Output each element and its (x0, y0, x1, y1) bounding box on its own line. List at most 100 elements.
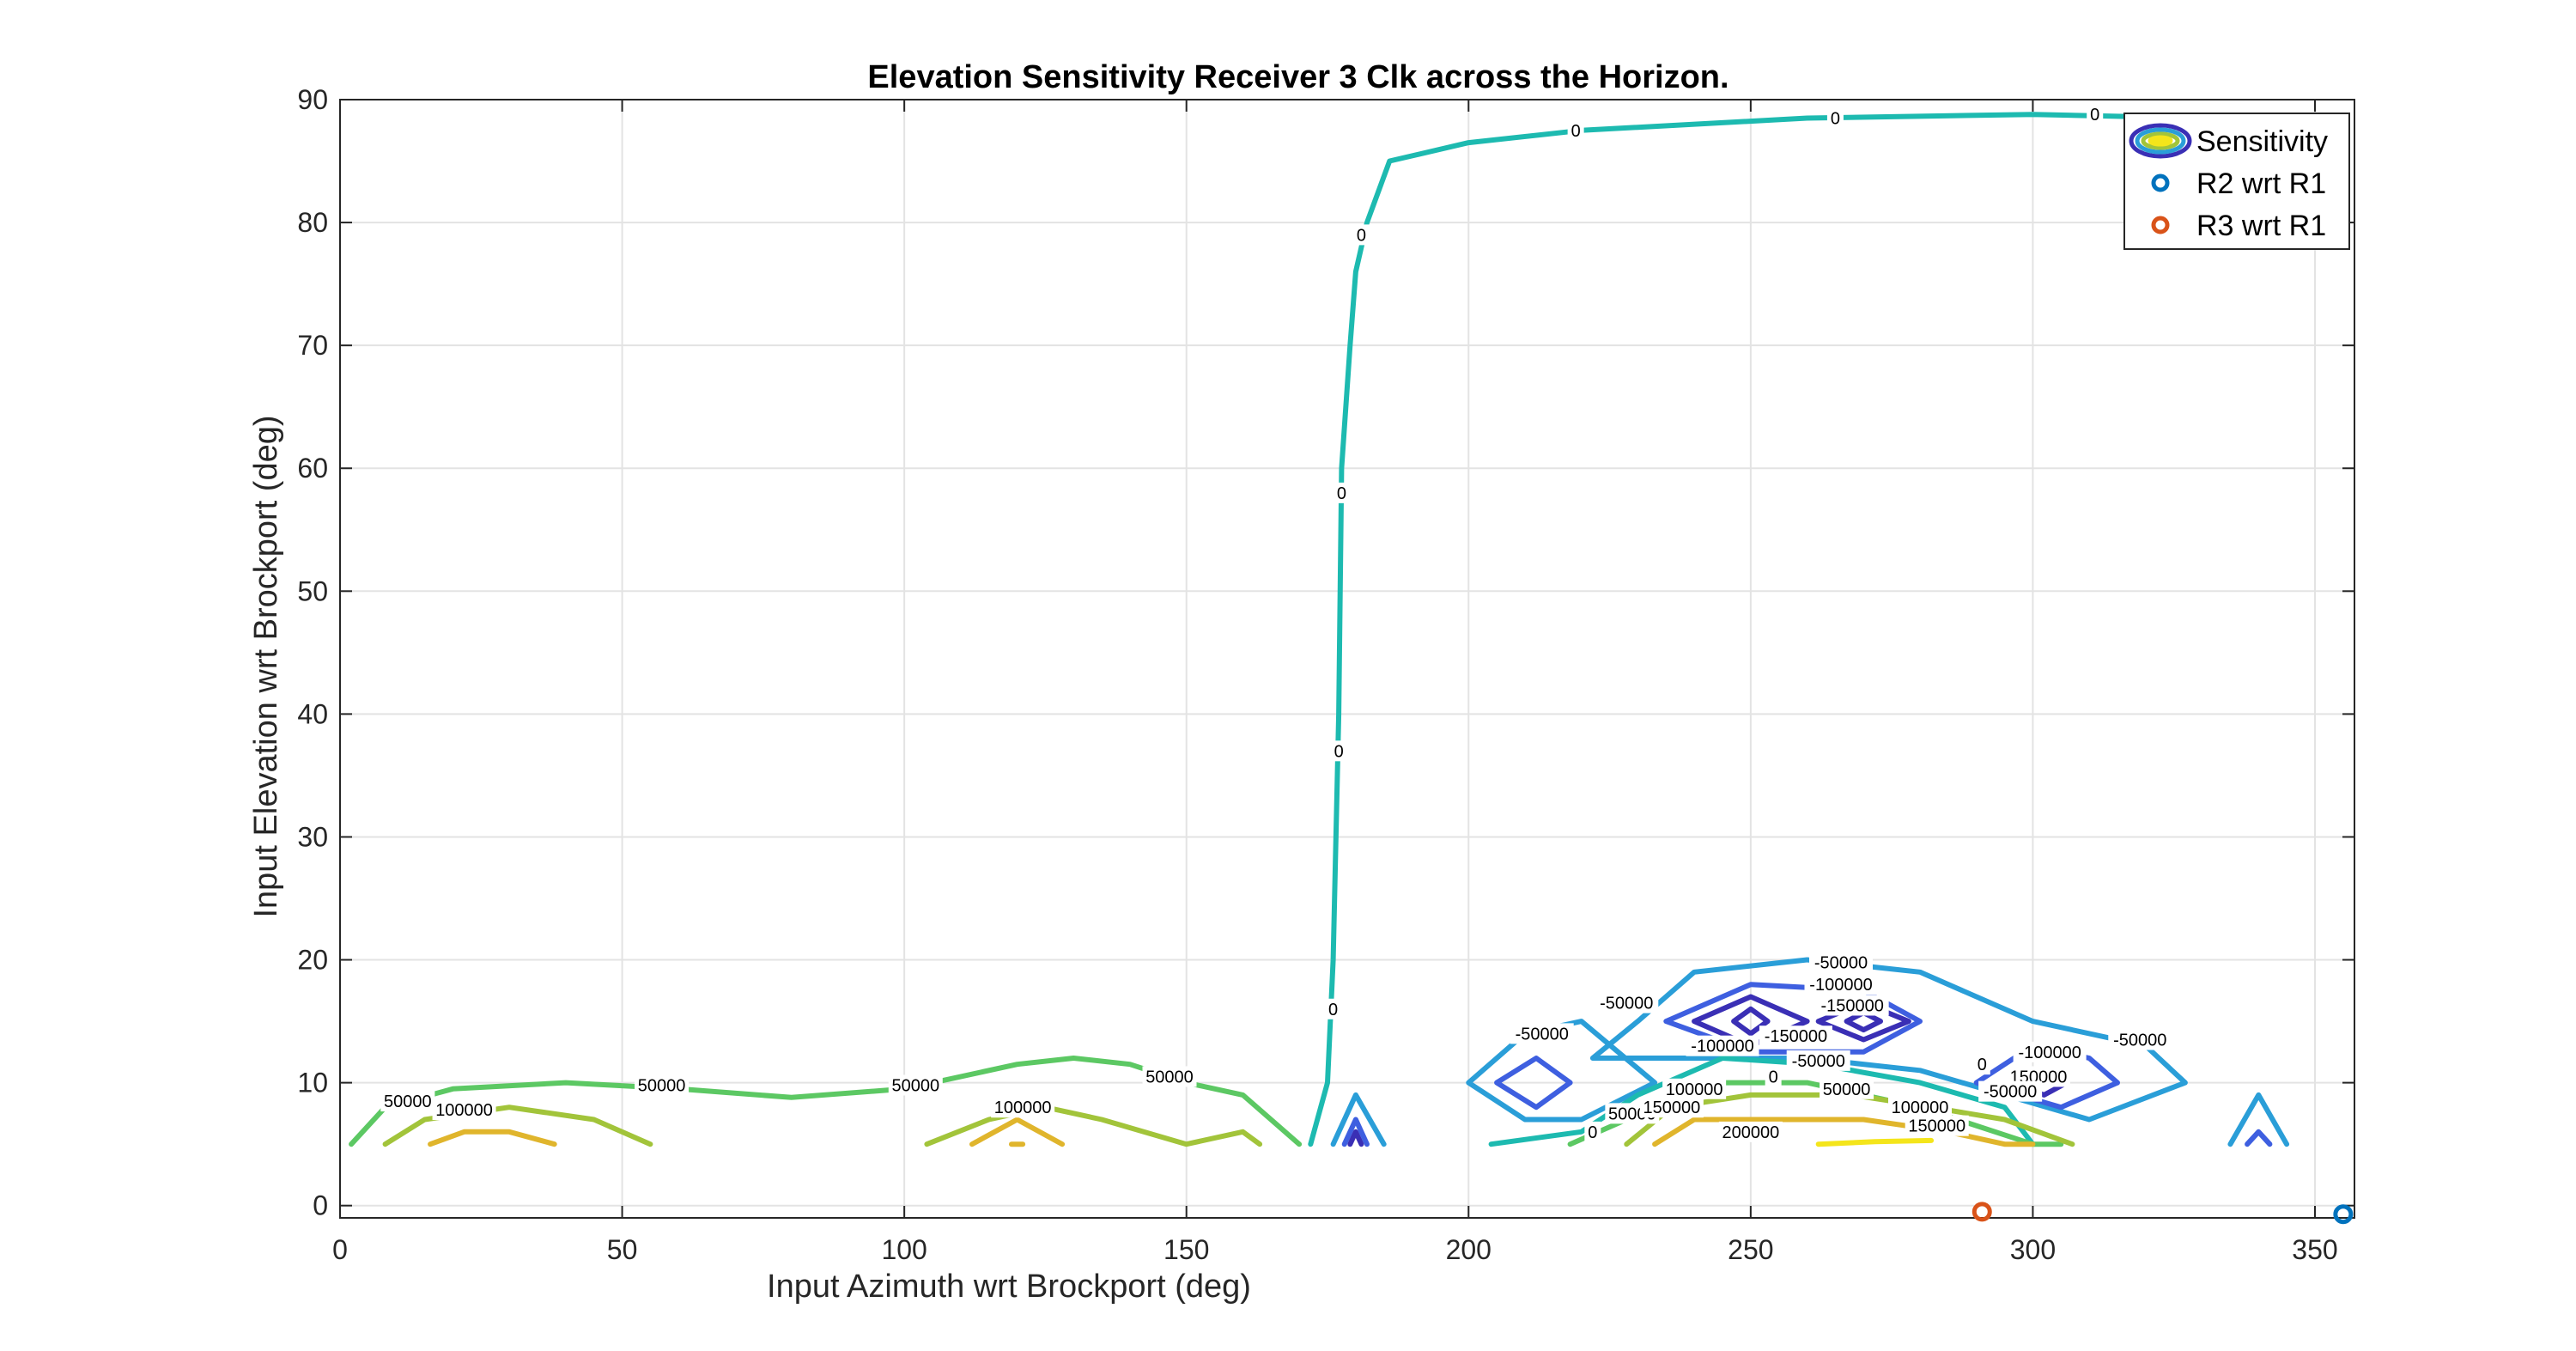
contour-line (1347, 1129, 1364, 1147)
contour-label: 150000 (1643, 1098, 1700, 1117)
y-tick-label: 80 (297, 207, 328, 238)
contour-label-bg (2013, 1041, 2087, 1062)
y-tick-label: 0 (313, 1190, 328, 1221)
contour-line (1330, 1092, 1387, 1147)
contour-label-bg (1567, 119, 1584, 141)
contour-label-bg (1510, 1023, 1574, 1044)
x-tick-label: 350 (2292, 1234, 2337, 1265)
contour-label-bg (1820, 1078, 1874, 1099)
contour-label-bg (1686, 1035, 1759, 1056)
contour-label-bg (1333, 482, 1350, 503)
contour-label: 50000 (891, 1076, 939, 1095)
contour-line (924, 1105, 1263, 1147)
contour-line (1731, 1006, 1771, 1037)
contour-line (2245, 1129, 2273, 1147)
contour-label: 100000 (435, 1101, 493, 1120)
contour-label: 100000 (994, 1098, 1052, 1117)
contour-label: -50000 (1984, 1083, 2037, 1102)
contour-line (1815, 1137, 1935, 1147)
contour-label: 100000 (1892, 1098, 1949, 1117)
contour-label-bg (888, 1074, 943, 1096)
contour-label-bg (1809, 952, 1873, 973)
contour-label-bg (1888, 1097, 1952, 1118)
contour-label-bg (1759, 1025, 1832, 1047)
x-tick-label: 50 (607, 1234, 638, 1265)
x-tick-label: 100 (881, 1234, 927, 1265)
y-tick-label: 60 (297, 453, 328, 484)
contour-line (428, 1129, 557, 1147)
contour-label: 0 (1769, 1068, 1778, 1086)
y-tick-label: 90 (297, 84, 328, 115)
y-tick-label: 40 (297, 698, 328, 729)
contour-label-bg (1765, 1066, 1782, 1087)
contour-label: 0 (1328, 1001, 1338, 1019)
legend-contour-swatch (2129, 123, 2192, 159)
y-tick-label: 20 (297, 945, 328, 976)
contour-label: 50000 (638, 1076, 686, 1095)
contour-label: -100000 (2018, 1044, 2081, 1062)
contour-line (1494, 1056, 1573, 1111)
chart-title: Elevation Sensitivity Receiver 3 Clk acr… (867, 59, 1728, 95)
y-tick-label: 30 (297, 821, 328, 852)
legend-label: R2 wrt R1 (2196, 167, 2326, 200)
contour-label-bg (635, 1074, 690, 1096)
x-tick-label: 300 (2010, 1234, 2056, 1265)
legend-marker (2151, 173, 2170, 192)
y-tick-label: 50 (297, 575, 328, 606)
contour-label: -150000 (1820, 996, 1883, 1015)
x-tick-label: 150 (1163, 1234, 1209, 1265)
contour-line (382, 1105, 653, 1147)
contour-label-bg (1639, 1097, 1704, 1118)
contour-label: -50000 (1814, 953, 1868, 972)
contour-label-bg (1142, 1066, 1197, 1087)
contour-label: -50000 (1600, 995, 1653, 1013)
contour-label-bg (380, 1091, 435, 1112)
legend-marker (2151, 216, 2170, 234)
contour-label: 0 (1588, 1123, 1597, 1142)
contour-label-bg (1718, 1121, 1783, 1142)
contour-label: 50000 (384, 1092, 432, 1111)
contour-label-bg (1804, 974, 1878, 995)
marker-r3-wrt-r1 (1971, 1202, 1992, 1222)
contour-label: 0 (1571, 122, 1581, 141)
y-tick-label: 10 (297, 1068, 328, 1098)
contour-line (2227, 1092, 2290, 1147)
contour-line (1308, 112, 2318, 1147)
legend-label: R3 wrt R1 (2196, 210, 2326, 242)
receiver-markers (1971, 1202, 2354, 1225)
y-tick-label: 70 (297, 330, 328, 361)
contour-label-bg (1662, 1078, 1727, 1099)
contour-label: 0 (1978, 1056, 1987, 1074)
legend-label: Sensitivity (2196, 125, 2328, 158)
contour-label: 0 (1357, 226, 1366, 245)
contour-label-bg (2108, 1029, 2172, 1050)
marker-r2-wrt-r1 (2333, 1204, 2354, 1225)
contour-label-bg (991, 1097, 1055, 1118)
contour-label: 150000 (1908, 1117, 1965, 1136)
contour-label: -50000 (2113, 1032, 2166, 1050)
contour-label-bg (1595, 992, 1659, 1013)
contour-label-bg (1352, 224, 1370, 246)
contour-label-bg (1325, 998, 1342, 1019)
contour-label-bg (1905, 1115, 1969, 1136)
contour-label-bg (1978, 1080, 2043, 1102)
contour-line (969, 1117, 1066, 1147)
contour-label-bg (1786, 1050, 1850, 1071)
x-tick-label: 0 (332, 1234, 348, 1265)
contour-label: 200000 (1722, 1123, 1779, 1142)
contour-label: 50000 (1145, 1068, 1194, 1086)
x-tick-label: 250 (1728, 1234, 1773, 1265)
contour-label: 0 (2090, 106, 2099, 125)
contour-label: 0 (1831, 109, 1840, 128)
contour-label: -100000 (1809, 976, 1872, 995)
contour-lines (349, 112, 2318, 1147)
contour-label-bg (2087, 104, 2104, 125)
axis-ticks: 0 50 100 150 200 250 300 350 0 10 20 30 40 50 60 70 80 90 (297, 84, 2354, 1265)
contour-label: 100000 (1666, 1080, 1723, 1099)
contour-label: -100000 (1691, 1038, 1753, 1056)
contour-label: -150000 (1765, 1027, 1827, 1046)
contour-label: 0 (1334, 742, 1344, 761)
contour-label-bg (1973, 1054, 1990, 1075)
